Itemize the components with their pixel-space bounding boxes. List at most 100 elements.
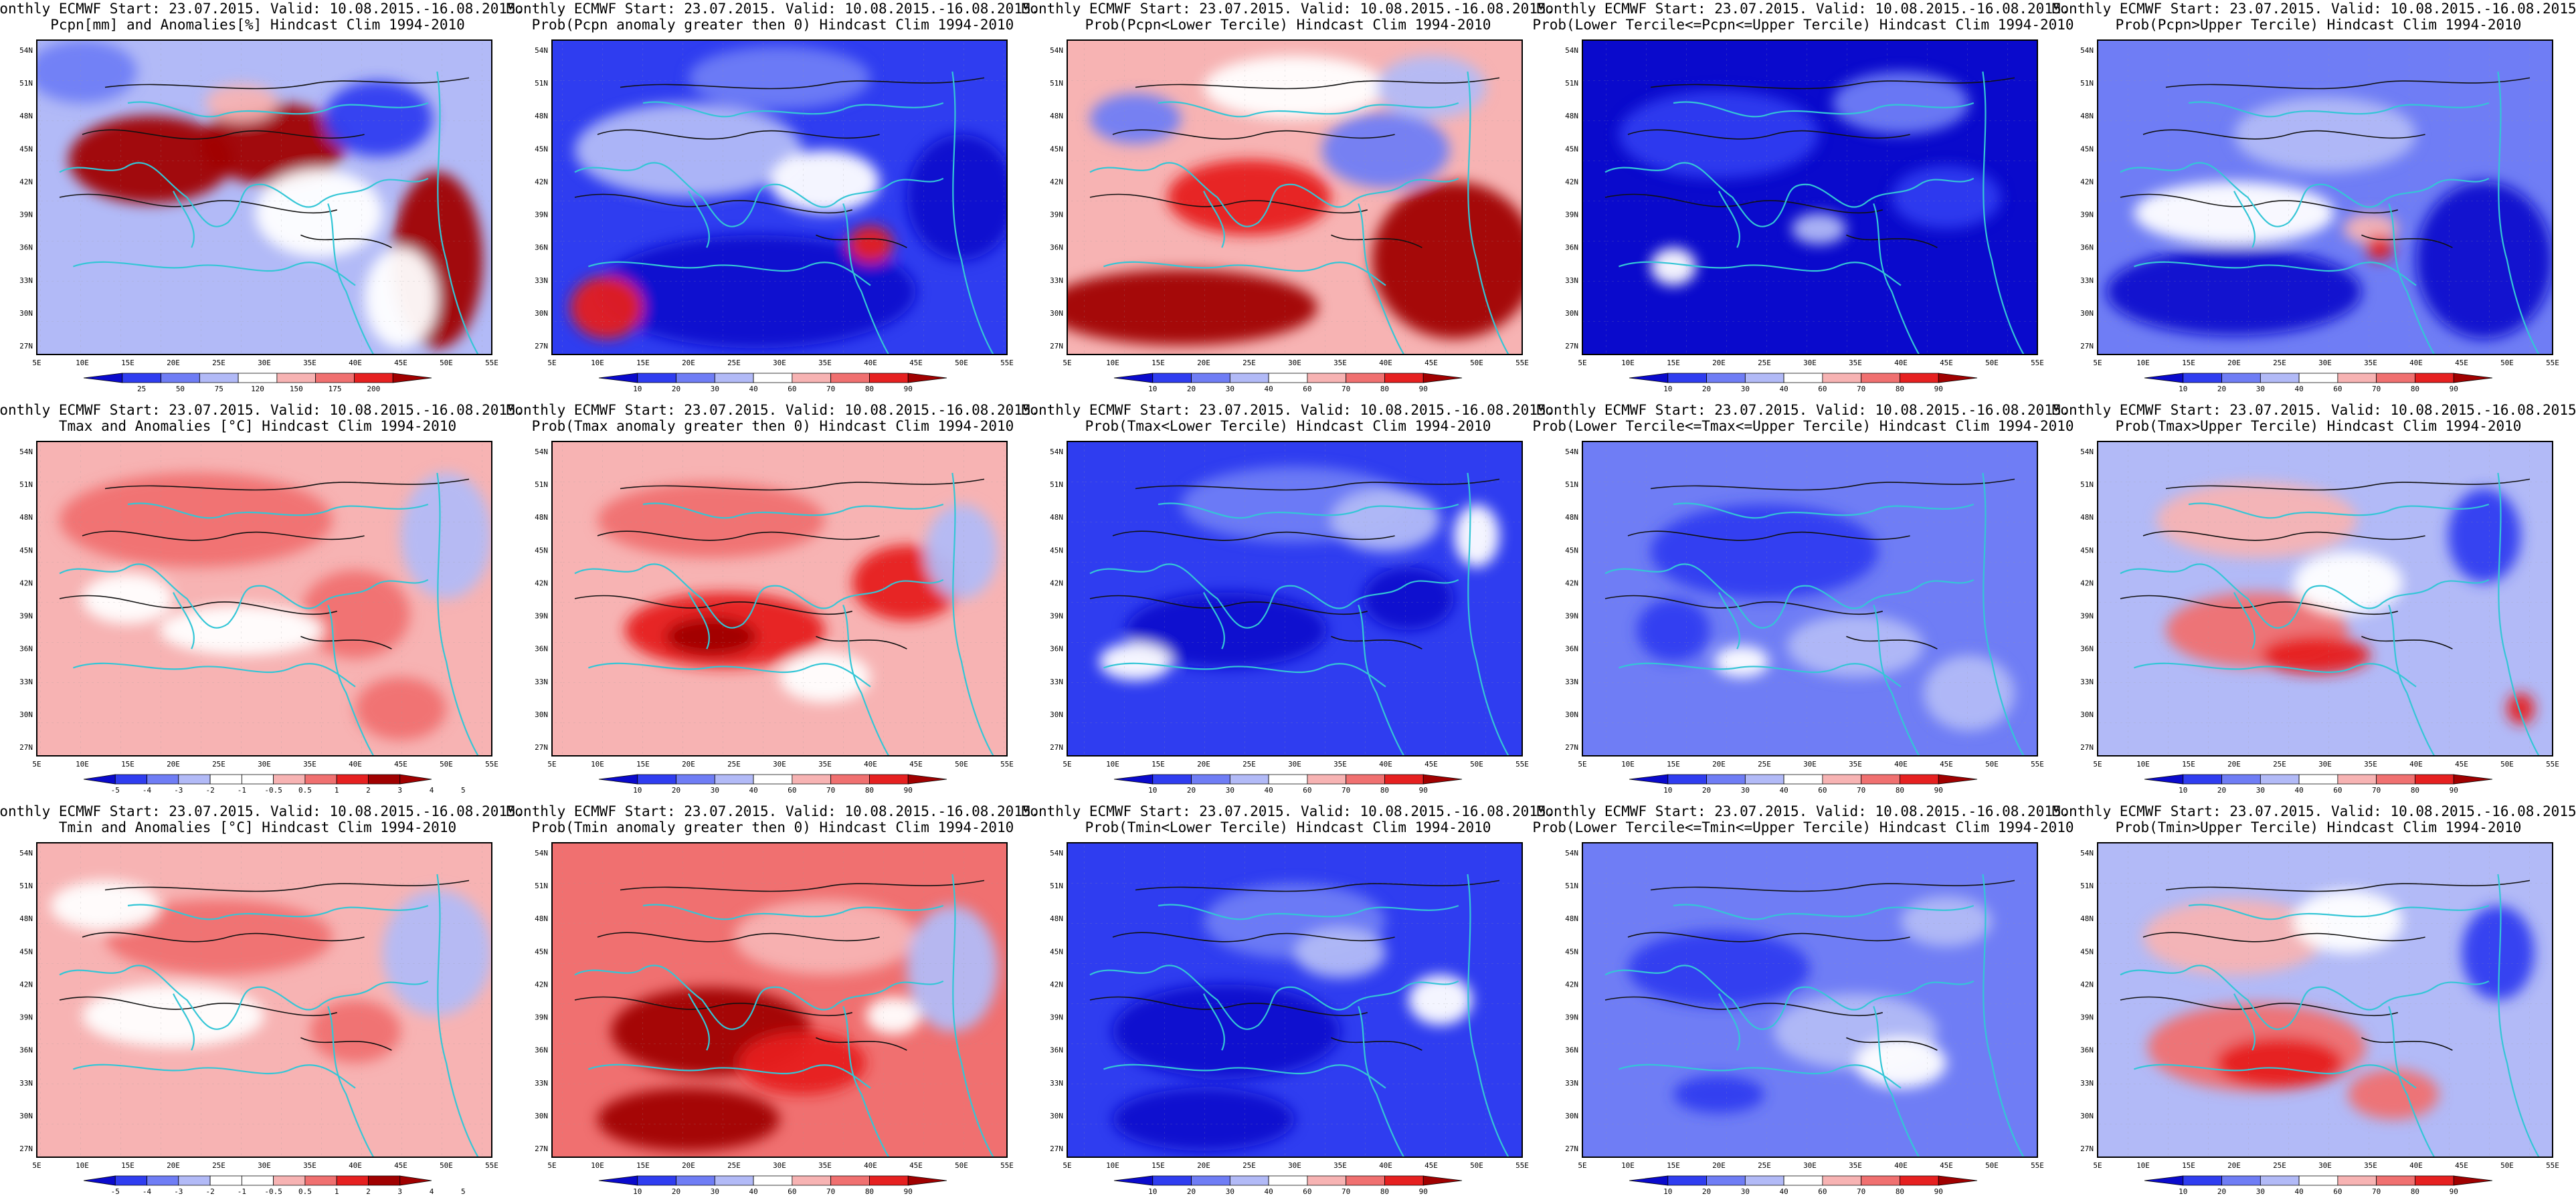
colorbar-tick-label: 30 [2256,385,2265,393]
lat-label: 27N [2080,1144,2094,1153]
coastline [1673,101,1974,118]
forecast-field [552,40,1007,355]
panel-title-line2: Prob(Tmax anomaly greater then 0) Hindca… [532,418,1014,434]
lon-label: 20E [2227,1161,2241,1170]
colorbar-tick-label: 70 [1342,786,1350,795]
lat-label: 36N [1050,243,1063,252]
lon-label: 55E [485,1161,498,1170]
lon-label: 50E [955,1161,968,1170]
coastline [2120,162,2490,227]
coastline [1604,965,1974,1030]
lon-label: 55E [1000,760,1014,769]
coastline [1982,472,2025,756]
colorbar-tick-label: 20 [2217,1187,2226,1196]
forecast-field [1067,843,1522,1157]
coastline [2134,1064,2417,1089]
coastline [173,191,195,248]
lon-label: 35E [1333,1161,1347,1170]
lon-label: 30E [258,1161,271,1170]
lat-label: 48N [2080,112,2094,120]
panel-title-line2: Prob(Lower Tercile<=Tmin<=Upper Tercile)… [1532,819,2074,835]
lon-label: 40E [864,760,877,769]
colorbar-tick-label: 120 [251,385,264,393]
colorbar-tick-label: 20 [1702,385,1711,393]
coastline [842,1006,890,1157]
lon-label: 40E [864,1161,877,1170]
forecast-field [1582,40,2037,355]
lon-label: 55E [2546,359,2559,367]
lat-label: 45N [535,947,548,956]
map-frame [36,842,492,1158]
lon-label: 55E [1515,760,1529,769]
colorbar-tick-label: 40 [1264,1187,1273,1196]
colorbar: 10 20 30 40 60 70 80 90 [2144,774,2493,795]
coastline [1089,162,1459,227]
coastline [327,605,375,756]
coastline [2188,904,2490,920]
colorbar: 10 20 30 40 60 70 80 90 [1113,1175,1463,1196]
lat-label: 30N [2080,710,2094,719]
colorbar: -5 -4 -3 -2 -1 -0.5 0.5 1 2 3 4 5 [83,774,466,795]
lat-label: 27N [1565,1144,1578,1153]
lat-label: 39N [535,1013,548,1022]
lon-label: 30E [1803,760,1817,769]
colorbar-tick-label: 90 [2450,385,2458,393]
colorbar-tick-label: 30 [2256,1187,2265,1196]
colorbar-tick-label: 80 [1380,786,1389,795]
colorbar-tick-label: 90 [904,385,913,393]
colorbar-tick-label: 40 [749,385,757,393]
lat-label: 48N [1565,112,1578,120]
lat-label: 42N [2080,177,2094,186]
colorbar-tick-label: 40 [1264,385,1273,393]
map-frame [1582,842,2038,1158]
forecast-field [1067,441,1522,756]
colorbar-tick-label: 10 [1148,385,1157,393]
colorbar-tick-label: 20 [672,786,680,795]
lon-label: 50E [955,359,968,367]
lon-label: 5E [547,359,556,367]
coastline [1619,662,1902,688]
panel-title-line1: Monthly ECMWF Start: 23.07.2015. Valid: … [1022,402,1555,418]
colorbar-tick-label: 70 [2372,786,2381,795]
lat-label: 27N [1050,1144,1063,1153]
lat-label: 42N [19,579,33,587]
colorbar-tick-label: 30 [711,786,719,795]
map-frame [36,39,492,355]
colorbar-tick-label: 70 [826,1187,835,1196]
coastline [59,162,429,227]
lat-label: 45N [2080,947,2094,956]
colorbar-tick-label: 10 [2179,1187,2187,1196]
lon-label: 25E [212,760,225,769]
lat-label: 48N [1565,513,1578,522]
colorbar-tick-label: 10 [2179,786,2187,795]
coastline [2134,662,2417,688]
lon-label: 15E [1667,1161,1680,1170]
lon-label: 40E [2409,760,2423,769]
colorbar-tick-label: 0.5 [298,786,312,795]
lon-label: 30E [2318,1161,2332,1170]
coastline [688,191,710,248]
panel-title-line1: Monthly ECMWF Start: 23.07.2015. Valid: … [507,803,1040,819]
colorbar-tick-label: 40 [749,786,757,795]
colorbar: 10 20 30 40 60 70 80 90 [1113,373,1463,393]
lon-label: 25E [727,1161,741,1170]
colorbar-tick-label: -3 [174,786,183,795]
lon-label: 5E [2093,760,2102,769]
panel-title-line1: Monthly ECMWF Start: 23.07.2015. Valid: … [1537,803,2070,819]
lat-label: 51N [1565,480,1578,489]
colorbar-tick-label: -0.5 [264,1187,282,1196]
map-panel-pcpn-upper: Monthly ECMWF Start: 23.07.2015. Valid: … [2052,1,2576,393]
lat-label: 39N [19,1013,33,1022]
coastline [1203,191,1225,248]
lat-label: 39N [1565,1013,1578,1022]
colorbar-tick-label: -5 [111,1187,120,1196]
coastline [1467,472,1509,756]
lon-label: 45E [1424,1161,1438,1170]
colorbar-tick-label: 10 [1663,786,1672,795]
forecast-field [1582,843,2037,1157]
lat-label: 42N [1565,980,1578,989]
lat-label: 54N [2080,46,2094,55]
colorbar-tick-label: 20 [2217,385,2226,393]
lat-label: 48N [2080,914,2094,923]
lat-label: 54N [1050,447,1063,456]
